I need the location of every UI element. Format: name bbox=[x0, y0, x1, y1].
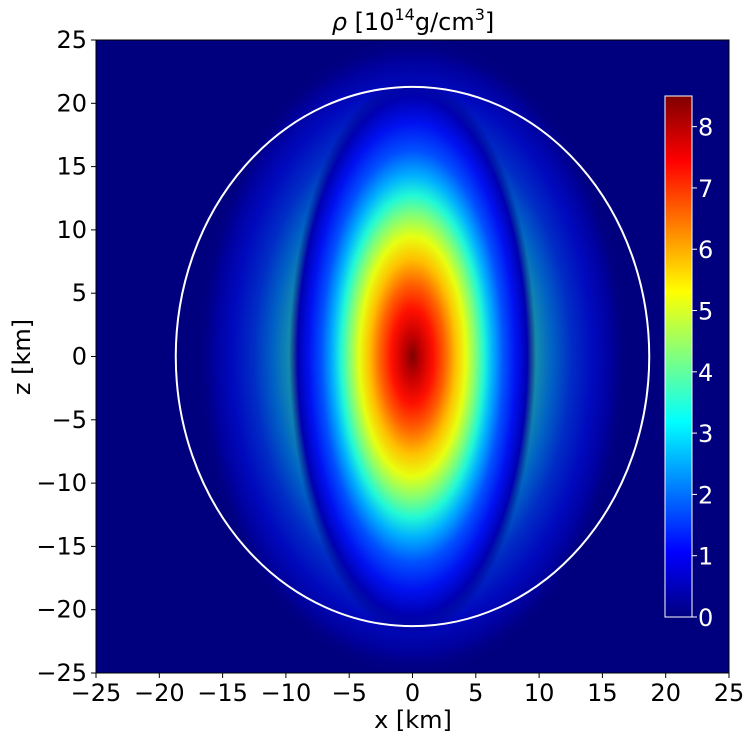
colorbar-tick-label: 0 bbox=[698, 604, 713, 632]
y-tick-label: 5 bbox=[72, 279, 87, 307]
x-tick-label: 5 bbox=[468, 679, 483, 707]
colorbar-tick-label: 1 bbox=[698, 543, 713, 571]
y-tick-label: 0 bbox=[72, 343, 87, 371]
y-tick-label: 20 bbox=[56, 89, 87, 117]
y-tick-label: 10 bbox=[56, 216, 87, 244]
colorbar bbox=[664, 95, 693, 618]
colorbar-tick-label: 7 bbox=[698, 175, 713, 203]
x-axis-ticks: −25 −20 −15 −10 −5 0 5 10 15 20 25 bbox=[71, 673, 745, 707]
chart-title: ρ [1014g/cm3] bbox=[332, 5, 495, 36]
y-tick-label: −5 bbox=[52, 406, 87, 434]
x-tick-label: −15 bbox=[197, 679, 248, 707]
x-tick-label: 0 bbox=[405, 679, 420, 707]
colorbar-tick-label: 3 bbox=[698, 420, 713, 448]
y-axis-ticks: −25 −20 −15 −10 −5 0 5 10 15 20 25 bbox=[36, 26, 96, 687]
x-tick-label: 20 bbox=[650, 679, 681, 707]
y-axis-label: z [km] bbox=[8, 319, 36, 395]
y-tick-label: −10 bbox=[36, 469, 87, 497]
colorbar-tick-label: 2 bbox=[698, 481, 713, 509]
x-tick-label: −20 bbox=[134, 679, 185, 707]
colorbar-tick-label: 6 bbox=[698, 236, 713, 264]
y-tick-label: 15 bbox=[56, 153, 87, 181]
surface-contour bbox=[174, 85, 651, 628]
x-tick-label: −5 bbox=[332, 679, 367, 707]
colorbar-tick-label: 4 bbox=[698, 359, 713, 387]
y-tick-label: −20 bbox=[36, 596, 87, 624]
colorbar-tick-label: 8 bbox=[698, 114, 713, 142]
x-tick-label: 10 bbox=[524, 679, 555, 707]
x-tick-label: −25 bbox=[71, 679, 122, 707]
x-axis-label: x [km] bbox=[374, 706, 452, 734]
y-tick-label: −25 bbox=[36, 659, 87, 687]
x-tick-label: 15 bbox=[587, 679, 618, 707]
colorbar-tick-label: 5 bbox=[698, 298, 713, 326]
y-tick-label: 25 bbox=[56, 26, 87, 54]
density-core bbox=[289, 77, 536, 636]
x-tick-label: 25 bbox=[714, 679, 745, 707]
y-tick-label: −15 bbox=[36, 532, 87, 560]
x-tick-label: −10 bbox=[261, 679, 312, 707]
colorbar-ticks: 0 1 2 3 4 5 6 7 8 bbox=[692, 114, 713, 632]
